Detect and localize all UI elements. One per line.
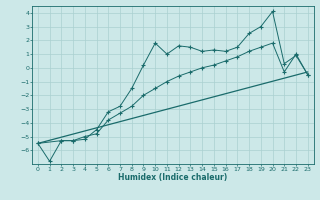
X-axis label: Humidex (Indice chaleur): Humidex (Indice chaleur) — [118, 173, 228, 182]
